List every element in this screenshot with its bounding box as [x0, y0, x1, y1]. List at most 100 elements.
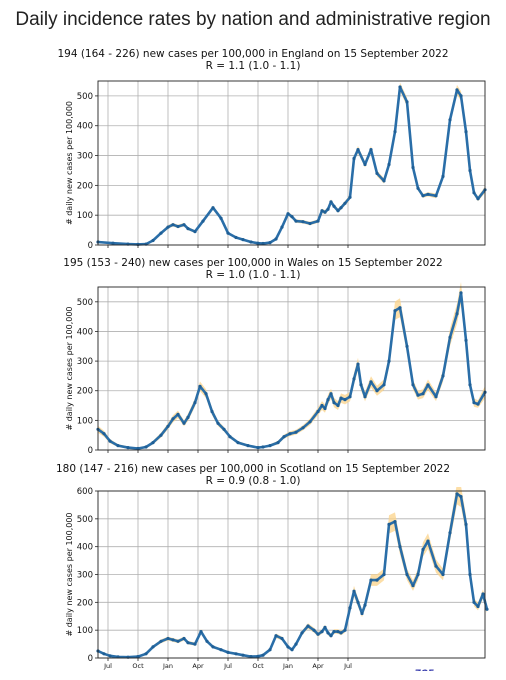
- y-tick-label: 100: [77, 416, 93, 426]
- data-point: [261, 241, 265, 246]
- x-tick-label: Oct: [252, 249, 264, 250]
- chart-subtitle: R = 1.1 (1.0 - 1.1): [205, 60, 301, 72]
- data-point: [426, 192, 430, 196]
- page-title: Daily incidence rates by nation and admi…: [15, 9, 491, 30]
- data-point: [234, 652, 238, 656]
- data-point: [288, 432, 292, 436]
- data-point: [455, 312, 459, 316]
- data-point: [326, 631, 330, 635]
- data-point: [455, 88, 459, 92]
- data-point: [468, 572, 472, 577]
- series-line: [97, 291, 487, 450]
- data-point: [393, 520, 397, 524]
- data-point: [249, 240, 253, 244]
- x-tick-label: Oct: [132, 454, 144, 455]
- chart-panel-wales: 195 (153 - 240) new cases per 100,000 in…: [0, 255, 506, 455]
- data-point: [290, 215, 294, 219]
- data-point: [228, 435, 232, 439]
- data-point: [126, 446, 130, 450]
- plot-frame: [97, 286, 486, 451]
- data-point: [166, 636, 170, 641]
- data-point: [282, 435, 286, 439]
- data-point: [359, 383, 363, 387]
- data-point: [211, 645, 215, 649]
- data-point: [369, 380, 373, 384]
- data-point: [301, 220, 305, 224]
- x-tick-label: Jan: [282, 454, 293, 455]
- data-point: [485, 607, 489, 611]
- chart-panel-scotland: 180 (147 - 216) new cases per 100,000 in…: [0, 461, 506, 671]
- data-point: [226, 231, 230, 235]
- data-point: [472, 401, 476, 405]
- data-point: [320, 209, 324, 213]
- data-point: [268, 241, 272, 245]
- data-point: [387, 359, 391, 363]
- data-point: [294, 430, 298, 434]
- data-point: [441, 374, 445, 378]
- data-point: [476, 402, 480, 406]
- data-point: [382, 179, 386, 183]
- data-point: [343, 628, 347, 632]
- data-point: [274, 634, 278, 638]
- y-axis-label: # daily new cases per 100,000: [65, 101, 74, 225]
- data-point: [393, 309, 397, 313]
- data-point: [468, 168, 472, 173]
- y-tick-label: 500: [77, 298, 93, 308]
- data-point: [352, 377, 356, 381]
- data-point: [294, 219, 298, 223]
- zoe-health-study-logo: ZOE Health Study: [414, 669, 479, 671]
- data-point: [405, 100, 409, 104]
- data-point: [116, 444, 120, 448]
- data-point: [144, 445, 148, 449]
- data-point: [182, 223, 186, 227]
- x-tick-label: Jul: [223, 662, 232, 670]
- x-tick-label: Jul: [223, 249, 232, 250]
- data-point: [472, 600, 476, 604]
- data-point: [382, 572, 386, 577]
- data-point: [336, 403, 340, 408]
- data-point: [441, 572, 445, 577]
- data-point: [210, 409, 214, 414]
- data-point: [464, 522, 468, 526]
- y-tick-label: 200: [77, 598, 93, 608]
- data-point: [236, 441, 240, 445]
- x-tick-label: Apr: [312, 249, 324, 250]
- data-point: [348, 195, 352, 199]
- x-tick-label: Jan: [282, 662, 293, 670]
- data-point: [102, 432, 106, 436]
- x-tick-label: Apr: [192, 662, 204, 670]
- data-point: [312, 628, 316, 632]
- data-point: [434, 194, 438, 198]
- x-tick-label: Apr: [192, 249, 204, 250]
- data-point: [256, 241, 260, 245]
- grid: [98, 490, 485, 659]
- data-point: [336, 209, 340, 213]
- data-point: [329, 200, 333, 204]
- data-point: [159, 639, 163, 643]
- data-point: [261, 653, 265, 657]
- plot-frame: [97, 80, 486, 246]
- data-point: [369, 578, 373, 582]
- y-tick-label: 300: [77, 571, 93, 581]
- data-point: [416, 572, 420, 577]
- data-point: [348, 606, 352, 610]
- grid: [98, 81, 485, 246]
- y-tick-label: 200: [77, 181, 93, 191]
- data-point: [199, 630, 203, 634]
- data-point: [193, 401, 197, 405]
- data-point: [339, 396, 343, 400]
- data-point: [201, 219, 205, 223]
- data-point: [398, 306, 402, 310]
- chart-title: 194 (164 - 226) new cases per 100,000 in…: [57, 48, 449, 60]
- data-point: [339, 206, 343, 210]
- data-point: [332, 401, 336, 405]
- x-tick-label: Jan: [282, 249, 293, 250]
- data-point: [363, 395, 367, 399]
- data-point: [246, 444, 250, 448]
- data-point: [441, 174, 445, 178]
- data-point: [261, 445, 265, 449]
- confidence-band: [98, 487, 487, 658]
- x-tick-label: Jul: [223, 454, 232, 455]
- data-point: [219, 216, 223, 220]
- data-point: [144, 652, 148, 656]
